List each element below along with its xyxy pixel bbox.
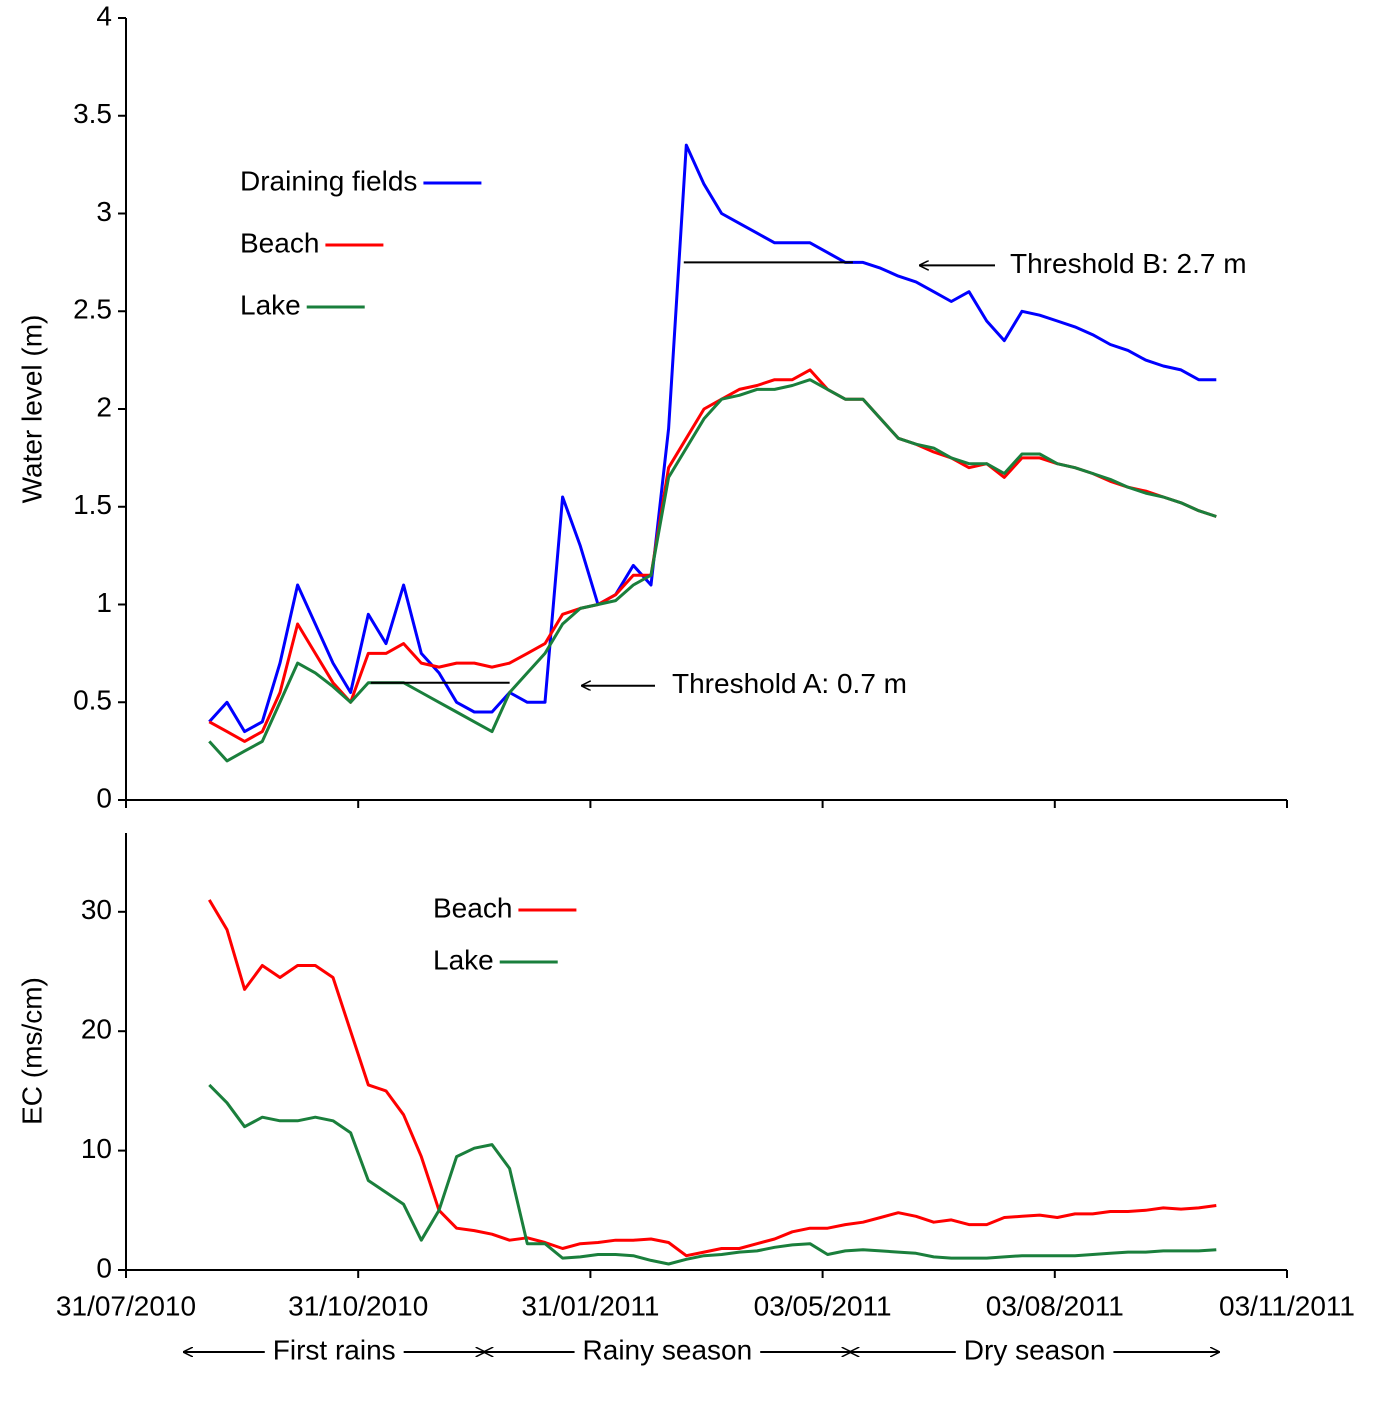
legend-label: Lake <box>240 289 301 320</box>
y-tick-label: 3.5 <box>73 98 112 129</box>
x-tick-label: 31/10/2010 <box>288 1290 428 1321</box>
legend-label: Beach <box>240 227 319 258</box>
x-tick-label: 03/11/2011 <box>1219 1290 1355 1321</box>
series-line <box>208 899 1217 1258</box>
y-tick-label: 4 <box>96 0 112 31</box>
x-tick-label: 31/01/2011 <box>521 1290 659 1321</box>
x-tick-label: 31/07/2010 <box>56 1290 196 1321</box>
period-label: First rains <box>273 1334 396 1365</box>
series-line <box>208 143 1217 734</box>
y-tick-label: 0.5 <box>73 685 112 716</box>
y-tick-label: 10 <box>81 1133 112 1164</box>
y-tick-label: 3 <box>96 196 112 227</box>
legend-label: Lake <box>433 944 494 975</box>
period-label: Rainy season <box>583 1334 753 1365</box>
x-tick-label: 03/08/2011 <box>986 1290 1124 1321</box>
y-tick-label: 30 <box>81 894 112 925</box>
series-line <box>208 1083 1217 1266</box>
legend-label: Draining fields <box>240 165 417 196</box>
y-tick-label: 0 <box>96 1252 112 1283</box>
legend-label: Beach <box>433 892 512 923</box>
series-line <box>208 368 1217 743</box>
period-label: Dry season <box>964 1334 1106 1365</box>
y-tick-label: 1.5 <box>73 489 112 520</box>
y-tick-label: 2 <box>96 391 112 422</box>
y-tick-label: 0 <box>96 782 112 813</box>
x-tick-label: 03/05/2011 <box>754 1290 892 1321</box>
threshold-label: Threshold A: 0.7 m <box>672 668 907 699</box>
y-tick-label: 2.5 <box>73 294 112 325</box>
y-axis-label: EC (ms/cm) <box>16 977 47 1125</box>
y-tick-label: 1 <box>96 587 112 618</box>
series-line <box>208 378 1217 763</box>
y-axis-label: Water level (m) <box>16 315 47 504</box>
threshold-label: Threshold B: 2.7 m <box>1010 248 1247 279</box>
y-tick-label: 20 <box>81 1014 112 1045</box>
